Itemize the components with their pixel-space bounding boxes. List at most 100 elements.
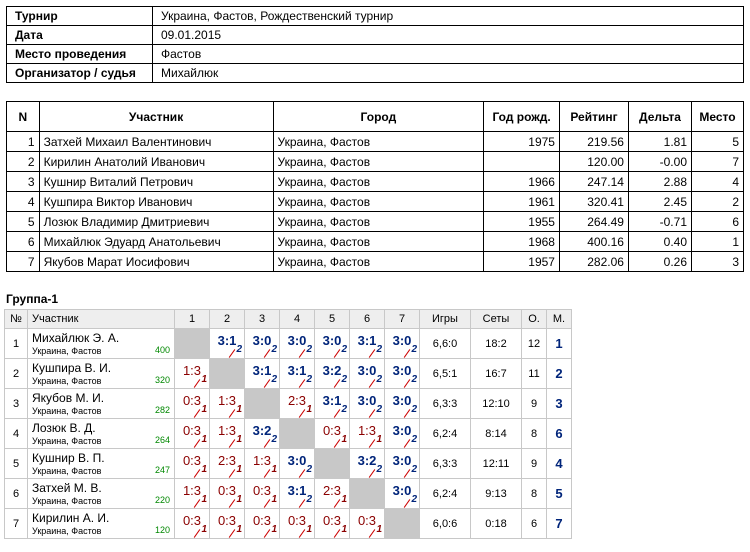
score-text: 1:3 — [252, 452, 272, 468]
cell-rating: 264.49 — [558, 211, 629, 232]
cell-rating: 400.16 — [558, 231, 629, 252]
score-text: 3:1 — [217, 332, 237, 348]
match-score: 0:3 1 — [177, 423, 207, 448]
match-score: 1:3 1 — [212, 393, 242, 418]
cell-delta: 2.45 — [627, 191, 693, 212]
slash-mark — [228, 528, 236, 538]
info-row: Место проведения Фастов — [6, 44, 744, 64]
match-points: 2 — [271, 343, 277, 355]
grid-player: Кушнир В. П. Украина, Фастов 247 — [27, 448, 175, 479]
cell-place: 5 — [691, 131, 744, 152]
grid-column-header: 1 — [174, 309, 210, 329]
match-score: 3:1 2 — [352, 333, 382, 358]
grid-player: Кушпира В. И. Украина, Фастов 320 — [27, 358, 175, 389]
match-points: 1 — [236, 403, 242, 415]
player-name: Кушнир В. П. — [32, 451, 105, 465]
slash-mark — [193, 498, 201, 508]
cell-place: 6 — [691, 211, 744, 232]
cell-year: 1955 — [483, 211, 560, 232]
cell-place: 2 — [691, 191, 744, 212]
cell-city: Украина, Фастов — [272, 151, 485, 172]
score-text: 1:3 — [182, 482, 202, 498]
score-text: 0:3 — [357, 512, 377, 528]
slash-mark — [368, 468, 376, 478]
match-cell: 0:3 1 — [174, 418, 210, 449]
match-score: 1:3 1 — [352, 422, 382, 448]
match-points: 1 — [376, 523, 382, 535]
grid-player: Кирилин А. И. Украина, Фастов 120 — [27, 508, 175, 539]
match-cell: 3:2 2 — [244, 418, 280, 449]
match-points: 2 — [341, 343, 347, 355]
slash-mark — [228, 498, 236, 508]
grid-points: 9 — [521, 388, 547, 419]
match-score: 1:3 1 — [177, 363, 207, 388]
grid-sets: 9:13 — [470, 478, 522, 509]
match-cell: 3:2 2 — [349, 448, 385, 479]
score-text: 1:3 — [357, 422, 377, 438]
match-score: 1:3 1 — [177, 482, 207, 508]
grid-games: 6,3:3 — [419, 448, 471, 479]
cell-delta: 0.26 — [627, 251, 693, 272]
slash-mark — [333, 438, 341, 448]
grid-row-number: 3 — [4, 388, 28, 419]
score-text: 0:3 — [322, 422, 342, 438]
grid-place: 4 — [546, 448, 572, 479]
match-cell: 3:1 2 — [279, 478, 315, 509]
score-text: 3:1 — [287, 482, 307, 498]
slash-mark — [368, 528, 376, 538]
match-cell: 3:2 2 — [314, 358, 350, 389]
slash-mark — [298, 348, 306, 358]
grid-player: Затхей М. В. Украина, Фастов 220 — [27, 478, 175, 509]
match-cell: 3:0 2 — [244, 328, 280, 359]
match-points: 1 — [376, 433, 382, 445]
match-cell: 0:3 1 — [314, 418, 350, 449]
match-cell: 3:0 2 — [384, 388, 420, 419]
match-points: 2 — [306, 493, 312, 505]
info-row: Организатор / судья Михайлюк — [6, 63, 744, 83]
cell-name: Якубов Марат Иосифович — [38, 251, 274, 272]
slash-mark — [333, 348, 341, 358]
player-rating: 247 — [154, 465, 170, 475]
match-score: 0:3 1 — [247, 483, 277, 508]
grid-place: 7 — [546, 508, 572, 539]
match-points: 1 — [236, 463, 242, 475]
match-score: 1:3 1 — [212, 423, 242, 448]
group-title: Группа-1 — [6, 292, 59, 306]
column-header: Город — [272, 101, 485, 132]
slash-mark — [228, 348, 236, 358]
self-cell — [349, 478, 385, 509]
cell-n: 5 — [6, 211, 40, 232]
match-cell: 3:1 2 — [349, 328, 385, 359]
match-score: 3:0 2 — [387, 453, 417, 478]
slash-mark — [403, 468, 411, 478]
table-row: 6 Михайлюк Эдуард Анатольевич Украина, Фас… — [6, 231, 744, 252]
grid-row-number: 1 — [4, 328, 28, 359]
match-score: 0:3 1 — [177, 453, 207, 478]
player-name: Лозюк В. Д. — [32, 421, 96, 435]
score-text: 3:0 — [392, 332, 412, 348]
match-points: 2 — [341, 373, 347, 385]
match-cell: 0:3 1 — [209, 508, 245, 539]
cell-name: Михайлюк Эдуард Анатольевич — [38, 231, 274, 252]
info-label: Турнир — [6, 6, 153, 26]
match-points: 2 — [411, 403, 417, 415]
match-cell: 3:1 2 — [244, 358, 280, 389]
self-cell — [209, 358, 245, 389]
cell-place: 3 — [691, 251, 744, 272]
match-cell: 3:0 2 — [349, 388, 385, 419]
match-points: 1 — [271, 463, 277, 475]
grid-row-number: 2 — [4, 358, 28, 389]
cell-rating: 120.00 — [558, 151, 629, 172]
table-row: 1 Затхей Михаил Валентинович Украина, Фаст… — [6, 131, 744, 152]
match-points: 2 — [411, 373, 417, 385]
match-cell: 2:3 1 — [314, 478, 350, 509]
match-score: 0:3 1 — [352, 512, 382, 538]
slash-mark — [368, 378, 376, 388]
info-label: Место проведения — [6, 44, 153, 64]
cell-city: Украина, Фастов — [272, 211, 485, 232]
slash-mark — [228, 408, 236, 418]
player-rating: 282 — [154, 405, 170, 415]
match-score: 0:3 1 — [177, 513, 207, 538]
cell-delta: -0.71 — [627, 211, 693, 232]
slash-mark — [263, 438, 271, 448]
